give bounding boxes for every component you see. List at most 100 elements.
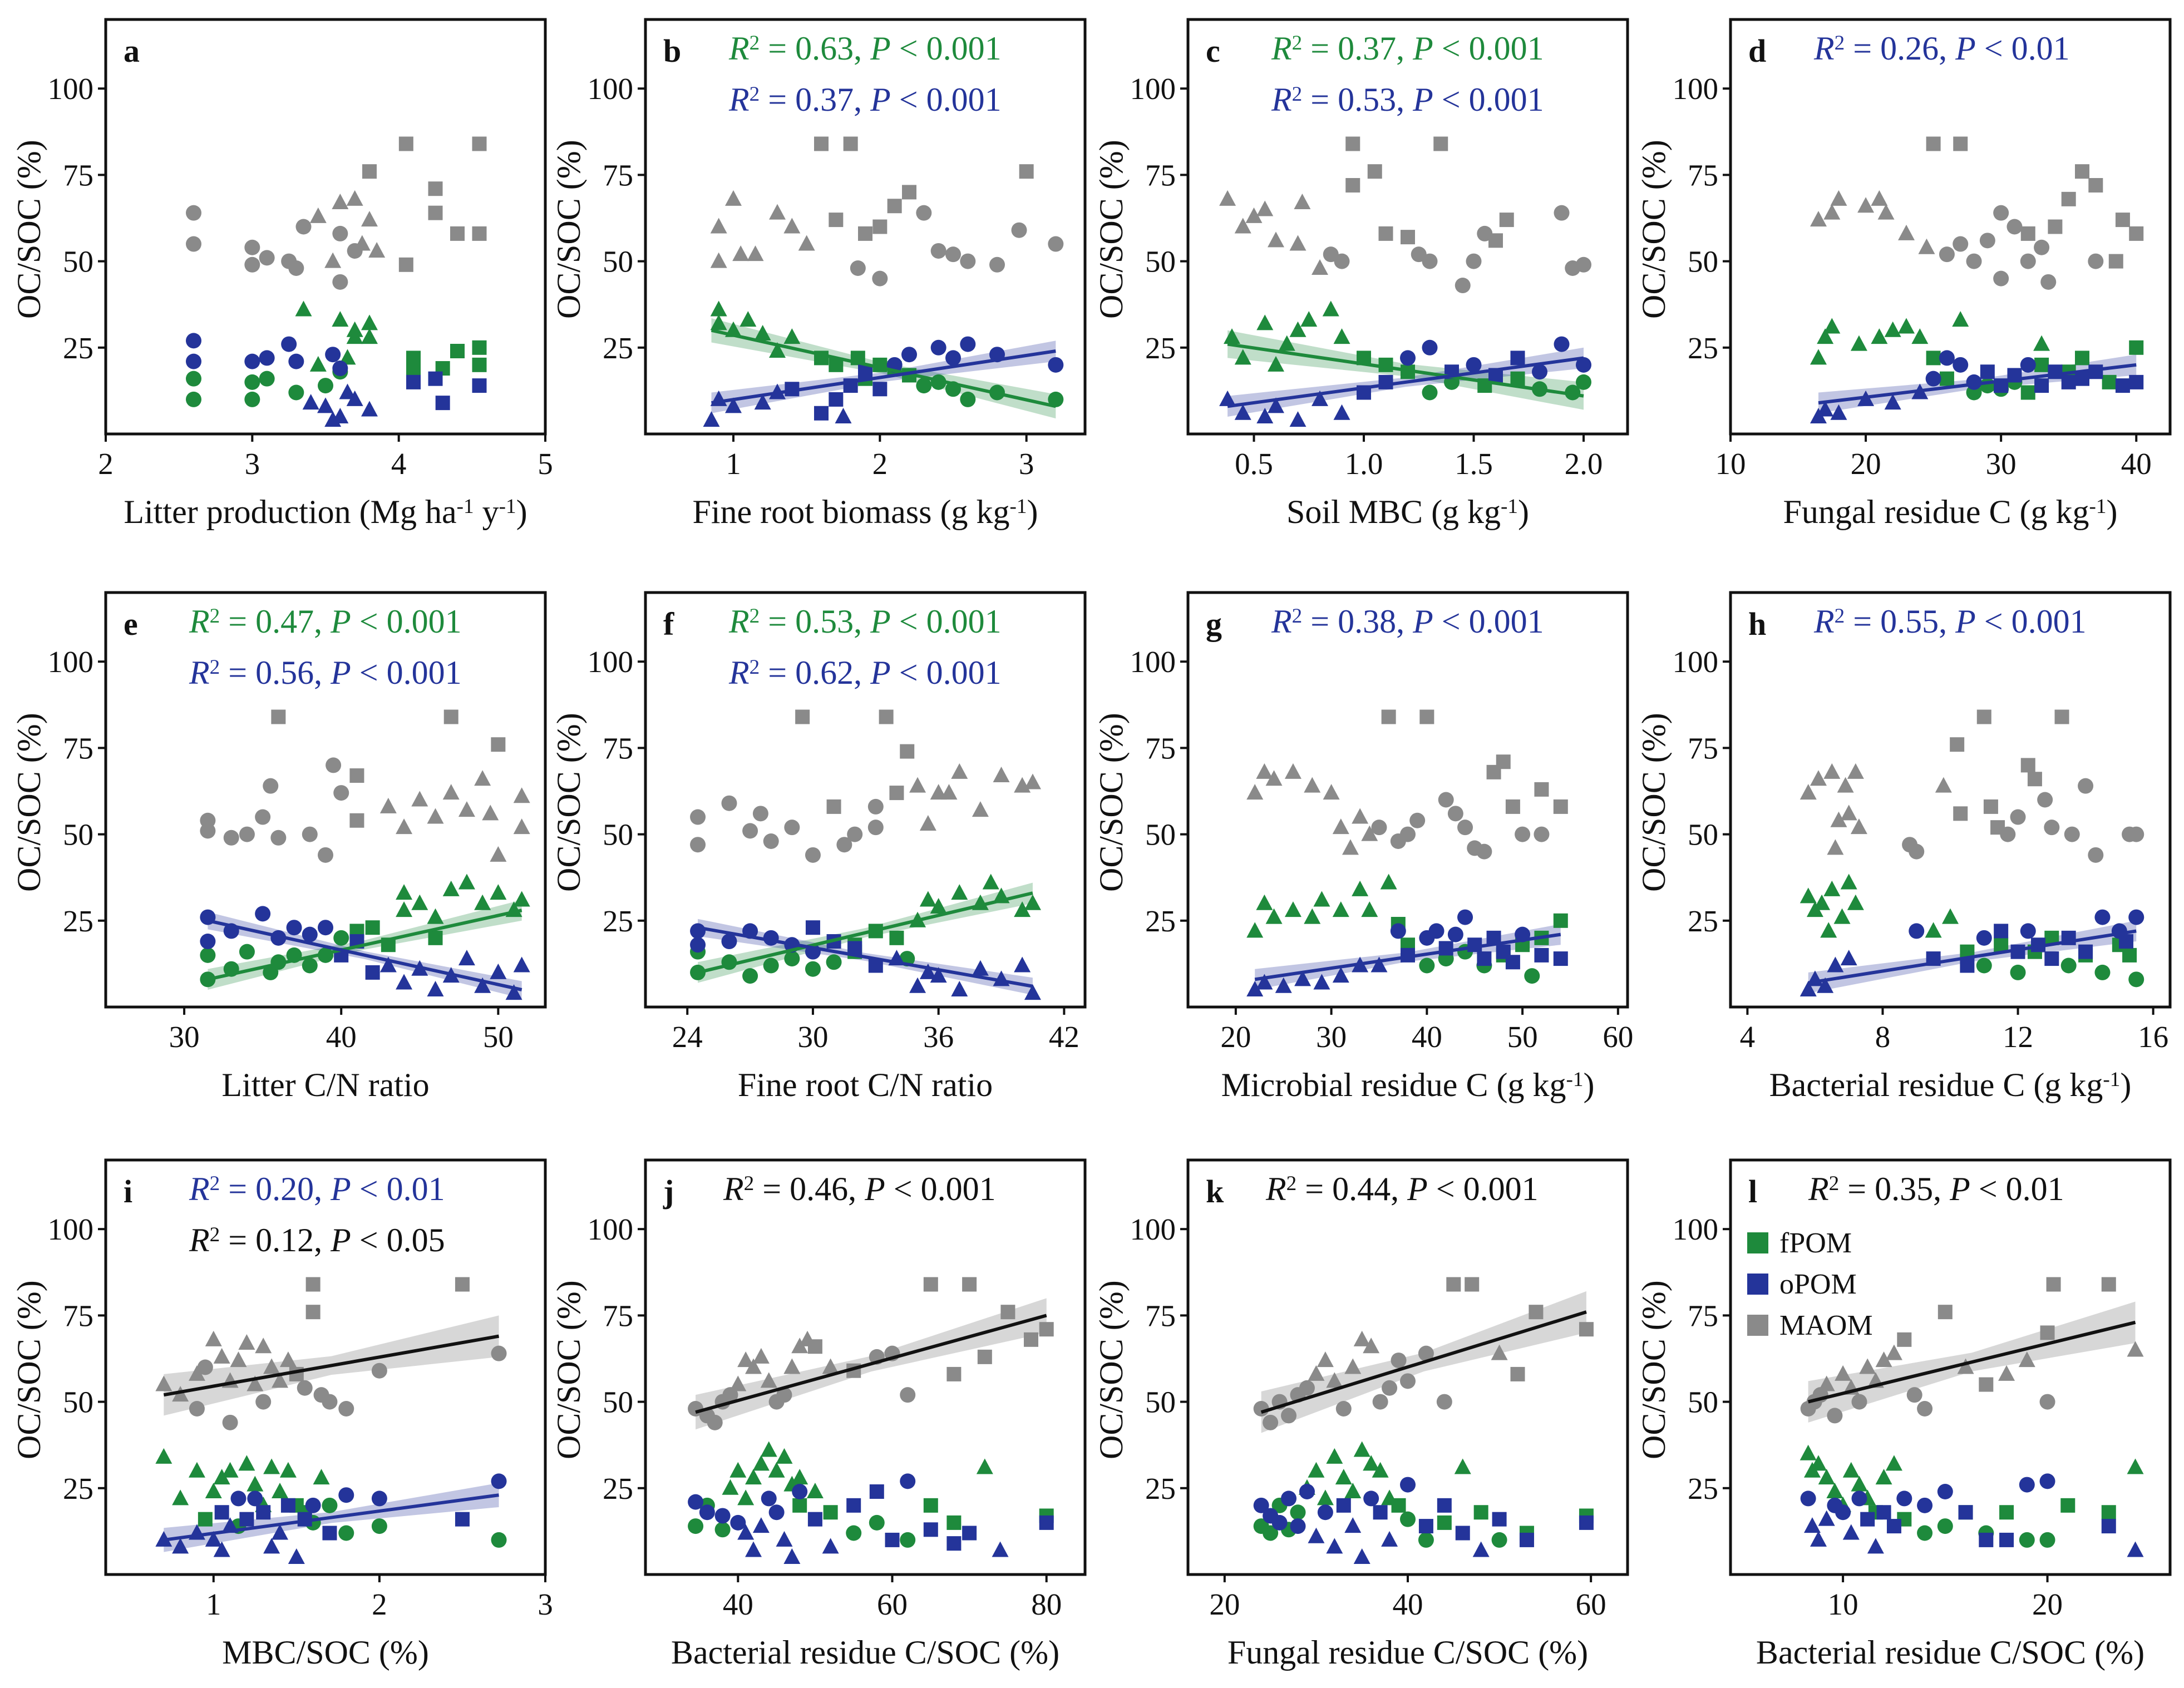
x-label-text-end: ): [1518, 493, 1530, 530]
data-point-MAOM: [455, 1277, 470, 1292]
data-point-MAOM: [1850, 818, 1867, 835]
separator: ,: [314, 654, 331, 691]
data-point-fPOM: [2034, 357, 2049, 372]
data-point-oPOM: [1876, 1505, 1891, 1520]
stat-annotation-oPOM: R2 = 0.20, P < 0.01: [189, 1172, 445, 1211]
y-tick-label: 100: [1130, 72, 1176, 106]
data-point-MAOM: [2127, 1341, 2144, 1357]
y-tick-label: 50: [1688, 818, 1718, 852]
data-point-fPOM: [1810, 349, 1827, 365]
data-point-fPOM: [1422, 384, 1438, 401]
data-point-MAOM: [729, 1375, 747, 1391]
x-tick-label: 30: [169, 1020, 200, 1054]
data-point-MAOM: [1284, 763, 1301, 779]
data-point-fPOM: [763, 957, 779, 974]
x-tick-label: 30: [1316, 1020, 1347, 1054]
r-symbol: R: [1814, 603, 1835, 640]
data-point-MAOM: [725, 190, 742, 206]
r-symbol: R: [189, 1222, 210, 1258]
data-point-oPOM: [1818, 1510, 1835, 1526]
data-point-MAOM: [742, 823, 758, 839]
data-point-MAOM: [2010, 809, 2026, 825]
data-point-MAOM: [1353, 1330, 1370, 1346]
data-point-oPOM: [332, 361, 348, 377]
x-tick-label: 1: [726, 447, 741, 481]
data-point-oPOM: [365, 965, 380, 980]
data-point-fPOM: [960, 391, 976, 407]
data-point-fPOM: [1290, 1504, 1306, 1521]
data-point-fPOM: [826, 954, 842, 970]
data-point-oPOM: [1281, 1490, 1297, 1507]
data-point-MAOM: [1382, 1380, 1398, 1396]
data-point-oPOM: [1253, 1497, 1269, 1513]
data-point-fPOM: [491, 1532, 507, 1548]
data-point-oPOM: [2128, 909, 2144, 925]
x-tick-label: 0.5: [1235, 447, 1273, 481]
data-point-oPOM: [703, 411, 720, 427]
data-point-oPOM: [1851, 1490, 1867, 1507]
p-symbol: P: [870, 654, 891, 691]
x-tick-label: 10: [1828, 1587, 1858, 1621]
data-point-MAOM: [396, 818, 413, 835]
data-point-fPOM: [346, 328, 363, 344]
data-point-MAOM: [946, 1366, 962, 1381]
data-point-fPOM: [333, 930, 349, 946]
x-tick-label: 24: [672, 1020, 703, 1054]
data-point-MAOM: [379, 797, 397, 813]
data-point-fPOM: [361, 314, 378, 330]
data-point-fPOM: [1391, 1498, 1406, 1513]
data-point-oPOM: [1373, 1505, 1388, 1520]
data-point-MAOM: [1496, 754, 1511, 769]
data-point-fPOM: [1335, 1469, 1352, 1485]
fit-line-oPOM: [163, 1493, 499, 1542]
x-label-text: Fungal residue C (g kg: [1783, 493, 2089, 530]
equals-sign: =: [760, 603, 796, 640]
data-point-MAOM: [1935, 777, 1952, 793]
x-tick-label: 12: [2003, 1020, 2033, 1054]
data-point-fPOM: [1937, 1518, 1953, 1534]
data-point-fPOM: [259, 371, 275, 387]
data-point-MAOM: [259, 250, 275, 266]
data-point-fPOM: [2039, 1532, 2055, 1548]
data-point-MAOM: [1847, 763, 1864, 779]
data-point-MAOM: [1418, 1345, 1434, 1361]
data-point-MAOM: [889, 786, 904, 801]
data-point-MAOM: [737, 1351, 755, 1368]
data-point-oPOM: [1275, 977, 1292, 993]
data-point-oPOM: [230, 1490, 246, 1507]
legend-swatch-fPOM: [1747, 1232, 1768, 1253]
data-point-oPOM: [2075, 371, 2089, 386]
data-point-MAOM: [450, 226, 465, 241]
data-point-fPOM: [396, 884, 413, 900]
data-point-fPOM: [710, 300, 727, 317]
data-point-oPOM: [288, 1548, 305, 1564]
data-point-MAOM: [1317, 1351, 1334, 1368]
data-point-oPOM: [1472, 1541, 1490, 1557]
data-point-fPOM: [1317, 1489, 1334, 1506]
r-squared-exponent: 2: [749, 32, 760, 55]
data-point-fPOM: [406, 351, 421, 366]
data-point-fPOM: [458, 873, 475, 890]
data-point-MAOM: [302, 826, 318, 842]
x-tick-label: 60: [1603, 1020, 1633, 1054]
y-tick-label: 75: [603, 1299, 633, 1332]
r-symbol: R: [1271, 81, 1292, 118]
data-point-fPOM: [1289, 321, 1307, 337]
data-point-MAOM: [1837, 777, 1854, 793]
separator: ,: [854, 30, 871, 67]
p-symbol: P: [870, 603, 891, 640]
data-point-MAOM: [752, 1348, 770, 1364]
p-symbol: P: [1413, 81, 1433, 118]
separator: ,: [854, 603, 871, 640]
data-point-oPOM: [1579, 1515, 1594, 1530]
data-point-oPOM: [869, 1484, 884, 1499]
x-label-text: Soil MBC (g kg: [1286, 493, 1501, 530]
r2-value: 0.38: [1338, 603, 1397, 640]
data-point-MAOM: [428, 181, 443, 196]
data-point-MAOM: [2040, 1325, 2055, 1340]
data-point-MAOM: [1859, 1358, 1876, 1374]
data-point-MAOM: [760, 1372, 777, 1388]
stat-annotation-fPOM: R2 = 0.37, P < 0.001: [1271, 32, 1544, 70]
data-point-oPOM: [1867, 1538, 1884, 1554]
data-point-MAOM: [919, 815, 936, 831]
